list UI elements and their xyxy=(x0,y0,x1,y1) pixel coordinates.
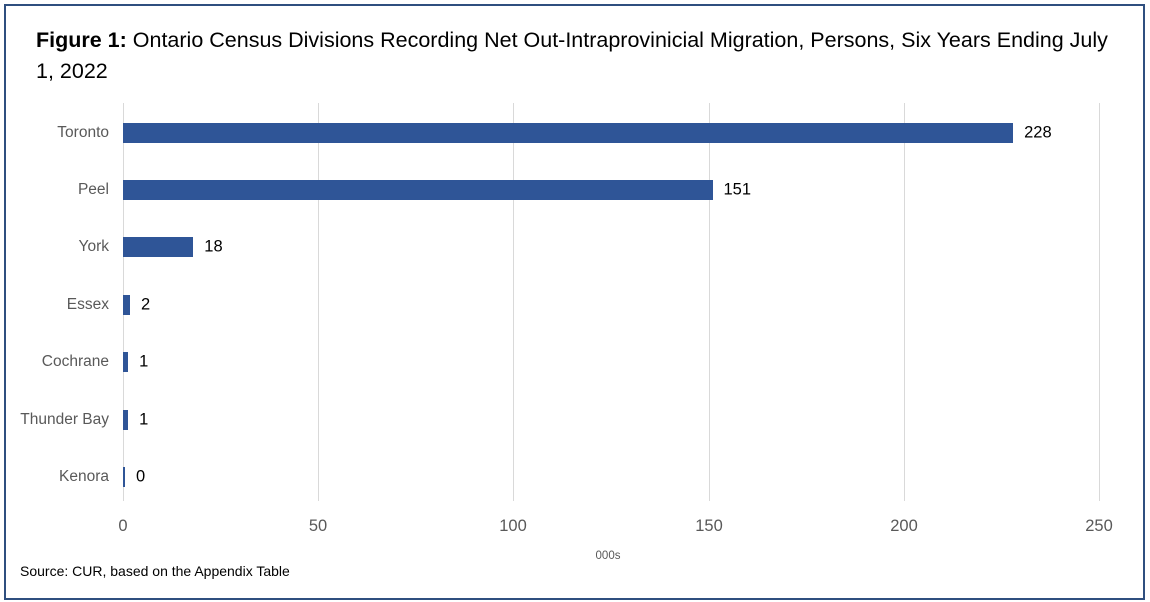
bar xyxy=(123,123,1014,143)
bar xyxy=(123,180,713,200)
gridline xyxy=(709,103,710,501)
x-tick-label: 0 xyxy=(118,517,128,535)
gridline xyxy=(1099,103,1100,501)
bar xyxy=(123,352,129,372)
bar xyxy=(123,410,129,430)
category-label: York xyxy=(78,238,109,255)
source-note: Source: CUR, based on the Appendix Table xyxy=(20,563,290,579)
category-label: Cochrane xyxy=(41,353,109,370)
data-label: 18 xyxy=(204,237,223,256)
data-label: 228 xyxy=(1024,123,1052,142)
category-label: Peel xyxy=(77,181,109,198)
category-label: Kenora xyxy=(59,468,109,485)
bar xyxy=(123,295,131,315)
x-tick-label: 200 xyxy=(890,517,918,535)
data-label: 0 xyxy=(136,467,146,486)
figure-label: Figure 1: xyxy=(36,28,127,52)
bar xyxy=(123,237,194,257)
x-tick-label: 50 xyxy=(308,517,328,535)
figure-frame xyxy=(4,4,1145,600)
x-axis-label: 000s xyxy=(595,550,621,562)
gridline xyxy=(318,103,319,501)
chart-title: Figure 1: Ontario Census Divisions Recor… xyxy=(36,25,1116,87)
category-label: Essex xyxy=(66,296,109,313)
x-tick-label: 150 xyxy=(695,517,723,535)
data-label: 2 xyxy=(141,295,151,314)
data-label: 151 xyxy=(723,180,752,199)
x-tick-label: 100 xyxy=(499,517,527,535)
category-label: Thunder Bay xyxy=(20,411,109,428)
gridline xyxy=(904,103,905,501)
data-label: 1 xyxy=(139,410,149,429)
x-tick-label: 250 xyxy=(1085,517,1113,535)
gridline xyxy=(513,103,514,501)
bar xyxy=(123,467,125,487)
category-label: Toronto xyxy=(57,124,109,141)
title-text: Ontario Census Divisions Recording Net O… xyxy=(36,28,1108,83)
data-label: 1 xyxy=(139,352,149,371)
